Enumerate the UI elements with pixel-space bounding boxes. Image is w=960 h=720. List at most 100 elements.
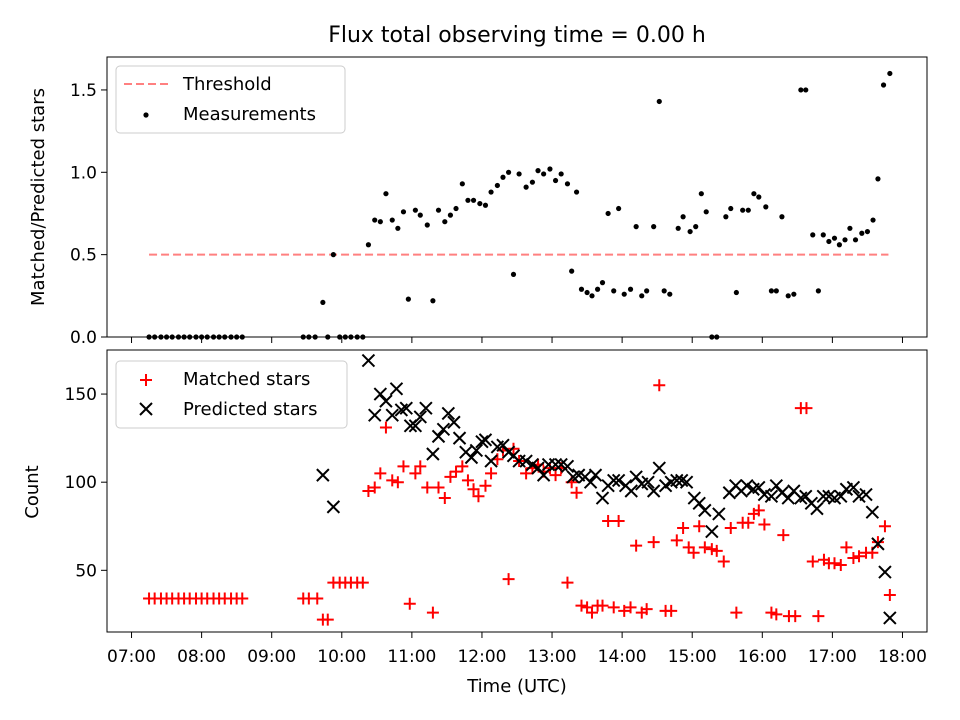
predicted-stars-point <box>536 468 551 482</box>
matched-stars-point <box>456 460 469 473</box>
measurements-point <box>733 289 739 296</box>
top-y-tick-label: 0.0 <box>70 328 97 348</box>
measurements-point <box>875 176 881 182</box>
matched-stars-point <box>665 604 678 617</box>
measurements-point <box>558 171 564 177</box>
predicted-stars-point <box>878 565 892 579</box>
x-tick-label: 09:00 <box>247 647 296 667</box>
measurements-point <box>342 334 348 340</box>
predicted-stars-point <box>389 382 404 396</box>
measurements-point <box>751 191 757 197</box>
predicted-stars-point <box>629 470 643 484</box>
measurements-point <box>435 207 442 213</box>
matched-stars-point <box>853 550 866 563</box>
measurements-point <box>216 334 222 340</box>
predicted-stars-point <box>426 447 440 461</box>
matched-stars-point <box>693 520 706 533</box>
measurements-point <box>152 334 158 340</box>
predicted-stars-point <box>764 489 779 503</box>
matched-stars-point <box>730 606 743 619</box>
measurements-point <box>621 291 627 297</box>
predicted-stars-point <box>361 353 376 368</box>
measurements-point <box>535 168 541 174</box>
matched-stars-point <box>847 551 860 564</box>
matched-stars-point <box>677 522 690 535</box>
matched-stars-point <box>752 504 765 517</box>
measurements-point <box>494 182 500 189</box>
measurements-point <box>773 288 779 294</box>
predicted-stars-point <box>624 484 638 498</box>
measurements-point <box>589 293 595 299</box>
measurements-point <box>447 212 454 218</box>
x-tick-label: 11:00 <box>387 647 436 667</box>
measurements-point <box>594 286 601 292</box>
measurements-point <box>320 299 326 306</box>
measurements-point <box>687 228 693 235</box>
measurements-point <box>698 191 704 197</box>
measurements-point <box>680 214 686 220</box>
measurements-point <box>714 334 720 340</box>
matched-stars-point <box>570 486 583 499</box>
predicted-stars-point <box>679 475 694 489</box>
chart-title: Flux total observing time = 0.00 h <box>328 23 706 48</box>
predicted-stars-point <box>646 484 661 498</box>
matched-stars-point <box>520 467 533 480</box>
matched-stars-point <box>467 483 480 496</box>
matched-stars-point <box>311 592 324 605</box>
predicted-stars-point <box>413 410 427 424</box>
predicted-stars-point <box>326 500 341 514</box>
bottom-legend: Matched stars Predicted stars <box>115 360 348 429</box>
measurements-point <box>768 288 775 294</box>
matched-stars-point <box>777 529 790 542</box>
measurements-point <box>826 238 832 245</box>
matched-stars-point <box>806 555 819 568</box>
matched-stars-point <box>502 573 515 586</box>
predicted-stars-point <box>810 501 824 516</box>
measurements-point <box>146 334 152 340</box>
matched-stars-point <box>472 490 485 503</box>
predicted-stars-legend-swatch <box>139 402 153 416</box>
measurements-point <box>330 252 336 258</box>
predicted-stars-point <box>740 479 754 493</box>
matched-stars-point <box>710 544 723 557</box>
matched-stars-point <box>883 588 896 601</box>
measurements-point <box>488 189 494 195</box>
matched-stars-point <box>770 608 783 621</box>
x-tick-label: 07:00 <box>107 647 156 667</box>
measurements-point <box>372 217 378 223</box>
predicted-stars-point <box>484 454 498 468</box>
measurements-point <box>234 334 240 340</box>
measurements-point <box>836 242 842 248</box>
predicted-stars-point <box>447 415 461 429</box>
measurements-point <box>377 219 383 225</box>
matched-stars-point <box>575 599 588 612</box>
bottom-y-tick-label: 50 <box>75 561 97 581</box>
measurements-point <box>365 242 372 248</box>
predicted-stars-point <box>588 468 603 482</box>
measurements-point <box>745 207 751 213</box>
predicted-stars-point <box>607 473 621 488</box>
x-tick-label: 15:00 <box>668 647 717 667</box>
matched-stars-point <box>596 599 609 612</box>
measurements-point <box>529 179 536 185</box>
predicted-stars-point <box>464 450 479 465</box>
measurements-point <box>312 334 318 340</box>
matched-stars-point <box>624 601 637 614</box>
x-tick-label: 17:00 <box>808 647 857 667</box>
measurements-point <box>510 271 517 278</box>
matched-stars-point <box>602 514 615 527</box>
x-tick-label: 10:00 <box>317 647 366 667</box>
matched-stars-point <box>840 541 853 554</box>
measurements-point <box>703 209 709 215</box>
predicted-stars-point <box>883 611 897 625</box>
measurements-point <box>728 205 734 212</box>
measurements-point <box>887 70 893 77</box>
measurements-point <box>348 334 354 340</box>
predicted-stars-point <box>560 459 575 474</box>
measurements-point <box>389 217 395 223</box>
matched-stars-point <box>479 479 492 492</box>
measurements-point <box>204 334 210 340</box>
predicted-stars-point <box>712 507 726 521</box>
bottom-axes-frame <box>106 349 928 633</box>
measurements-point <box>651 224 657 230</box>
